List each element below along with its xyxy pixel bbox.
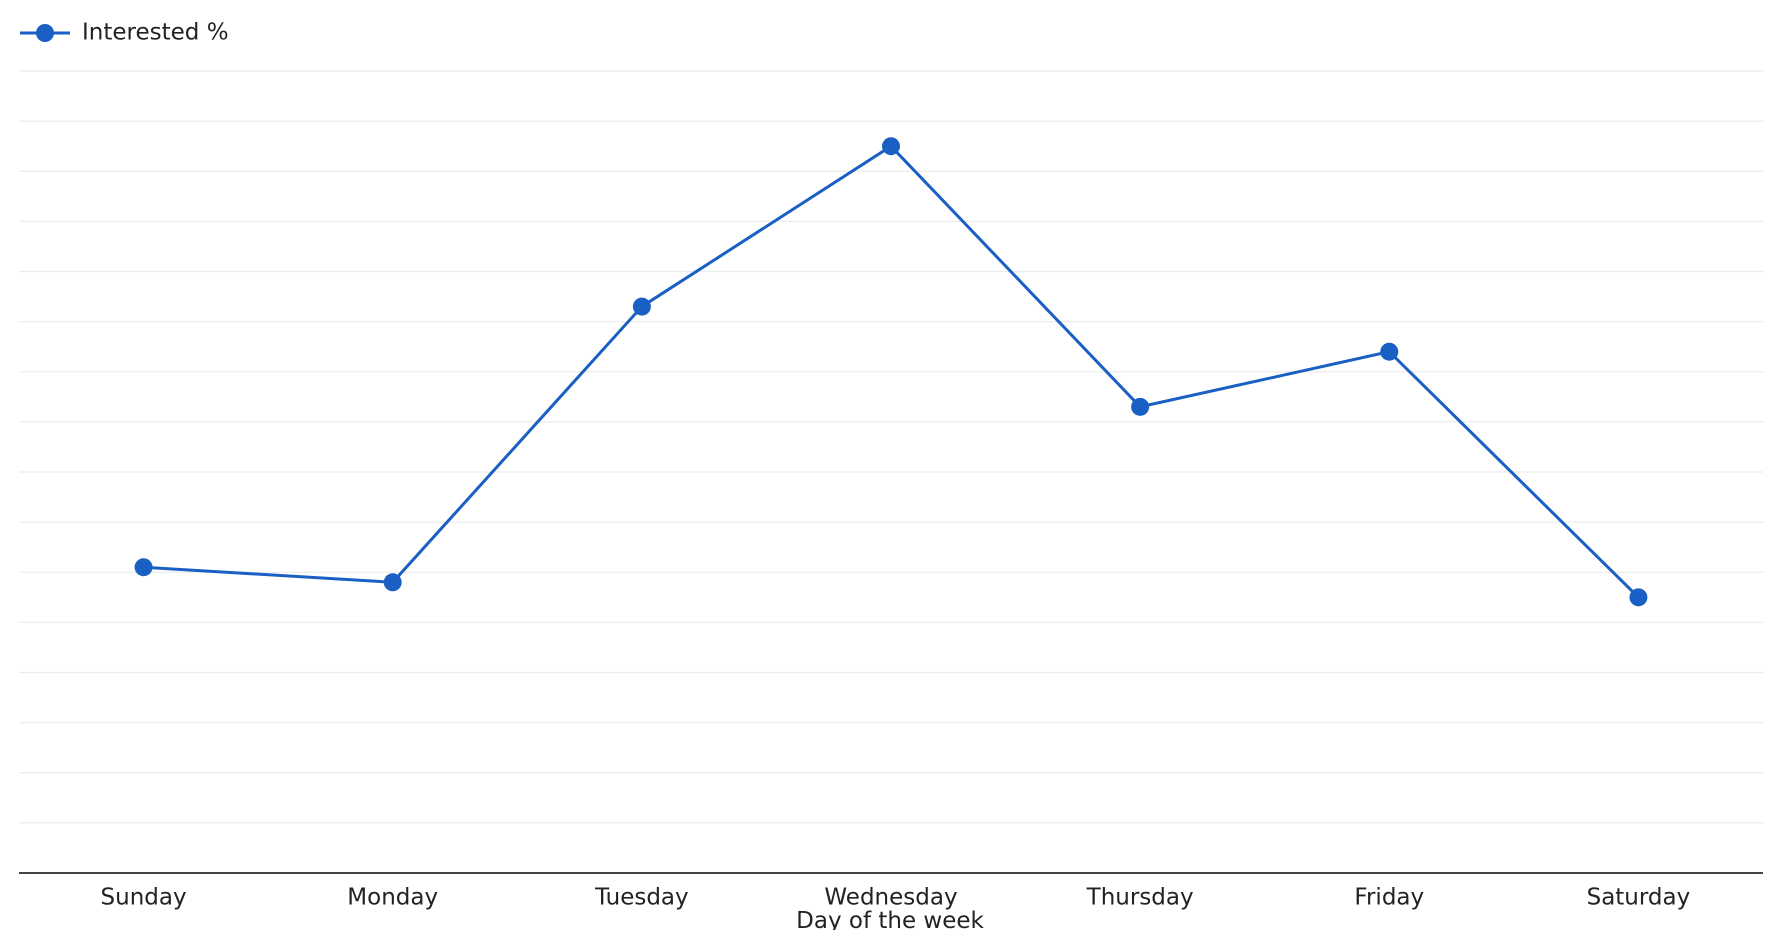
x-tick-label: Tuesday — [594, 885, 689, 911]
data-point — [1380, 342, 1399, 361]
x-tick-label: Thursday — [1086, 885, 1194, 911]
data-point — [882, 137, 900, 156]
legend-marker — [36, 24, 54, 42]
data-point — [632, 297, 651, 316]
x-tick-label: Saturday — [1587, 885, 1691, 911]
x-tick-label: Monday — [347, 885, 438, 911]
data-point — [1629, 588, 1648, 607]
x-tick-label: Friday — [1354, 885, 1424, 911]
legend-label: Interested % — [82, 20, 229, 46]
data-point — [383, 573, 402, 592]
x-tick-label: Wednesday — [824, 885, 957, 911]
data-point — [1131, 397, 1150, 416]
x-axis-title: Day of the week — [796, 908, 984, 930]
x-tick-label: Sunday — [101, 885, 187, 911]
data-point — [134, 558, 153, 577]
